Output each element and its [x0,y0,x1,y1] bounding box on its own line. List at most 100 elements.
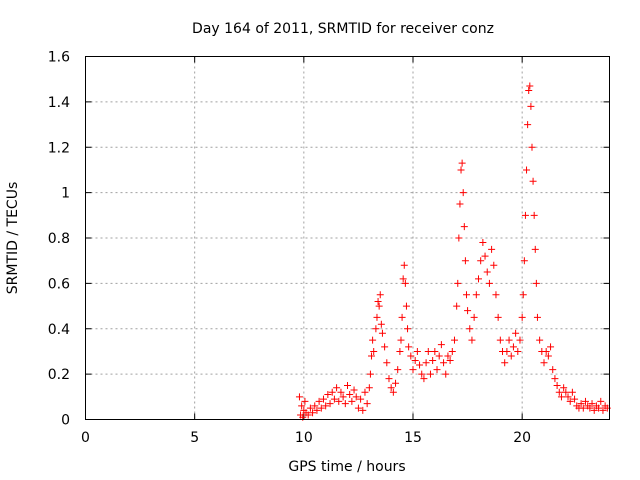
data-point [494,313,502,321]
data-point [357,395,365,403]
x-tick-label: 10 [295,430,313,446]
data-point [328,388,336,396]
chart-title: Day 164 of 2011, SRMTID for receiver con… [192,21,494,37]
data-point [490,261,498,269]
data-points [295,82,611,421]
data-point [444,352,452,360]
x-tick-label: 20 [513,430,531,446]
data-point [433,366,441,374]
y-tick-label: 0.4 [48,322,70,338]
y-tick-label: 0.2 [48,367,70,383]
data-point [551,375,559,383]
data-point [306,404,314,412]
data-point [532,279,540,287]
data-point [389,388,397,396]
data-point [440,359,448,367]
y-tick-label: 0 [61,413,70,429]
data-point [492,291,500,299]
data-point [319,395,327,403]
data-point [459,189,467,197]
data-point [464,307,472,315]
data-point [571,395,579,403]
data-point [381,343,389,351]
data-point [420,375,428,383]
data-point [462,291,470,299]
data-point [566,397,574,405]
data-point [378,329,386,337]
data-point [477,257,485,265]
data-point [514,347,522,355]
data-point [385,375,393,383]
data-point [518,313,526,321]
data-point [568,388,576,396]
data-point [526,82,534,90]
data-point [523,166,531,174]
data-point [341,400,349,408]
data-point [470,313,478,321]
data-point [337,388,345,396]
data-point [411,357,419,365]
data-point [461,257,469,265]
data-point [295,393,303,401]
data-point [352,393,360,401]
data-point [354,404,362,412]
data-point [540,359,548,367]
data-point [555,388,563,396]
data-point [519,291,527,299]
y-tick-labels: 0 0.2 0.4 0.6 0.8 1 1.2 1.4 1.6 [48,50,70,429]
grid [85,56,610,420]
data-point [346,391,354,399]
data-point [458,159,466,167]
data-point [376,291,384,299]
data-point [396,347,404,355]
data-point [483,268,491,276]
data-point [397,336,405,344]
data-point [528,143,536,151]
data-point [370,347,378,355]
data-point [581,397,589,405]
data-point [339,393,347,401]
data-point [590,406,598,414]
data-point [527,102,535,110]
data-point [446,357,454,365]
x-tick-label: 5 [190,430,199,446]
data-point [472,291,480,299]
data-point [437,341,445,349]
data-point [383,359,391,367]
data-point [530,211,538,219]
x-tick-label: 0 [81,430,90,446]
data-point [324,391,332,399]
data-point [394,366,402,374]
y-tick-label: 0.8 [48,231,70,247]
data-point [311,402,319,410]
data-point [298,402,306,410]
data-point [317,404,325,412]
y-tick-label: 1 [61,186,70,202]
data-point [372,325,380,333]
x-tick-label: 15 [404,430,422,446]
y-tick-label: 0.6 [48,276,70,292]
data-point [560,384,568,392]
data-point [520,257,528,265]
data-point [454,279,462,287]
data-point [366,370,374,378]
data-point [368,352,376,360]
data-point [450,336,458,344]
data-point [553,381,561,389]
data-point [301,397,309,405]
data-point [597,397,605,405]
plot-frame [85,56,610,420]
data-point [429,357,437,365]
data-point [544,352,552,360]
data-point [529,177,537,185]
data-point [468,336,476,344]
data-point [350,386,358,394]
y-tick-label: 1.2 [48,140,70,156]
data-point [405,343,413,351]
data-point [400,261,408,269]
data-point [525,87,533,95]
data-point [599,406,607,414]
data-point [547,343,555,351]
data-point [536,336,544,344]
